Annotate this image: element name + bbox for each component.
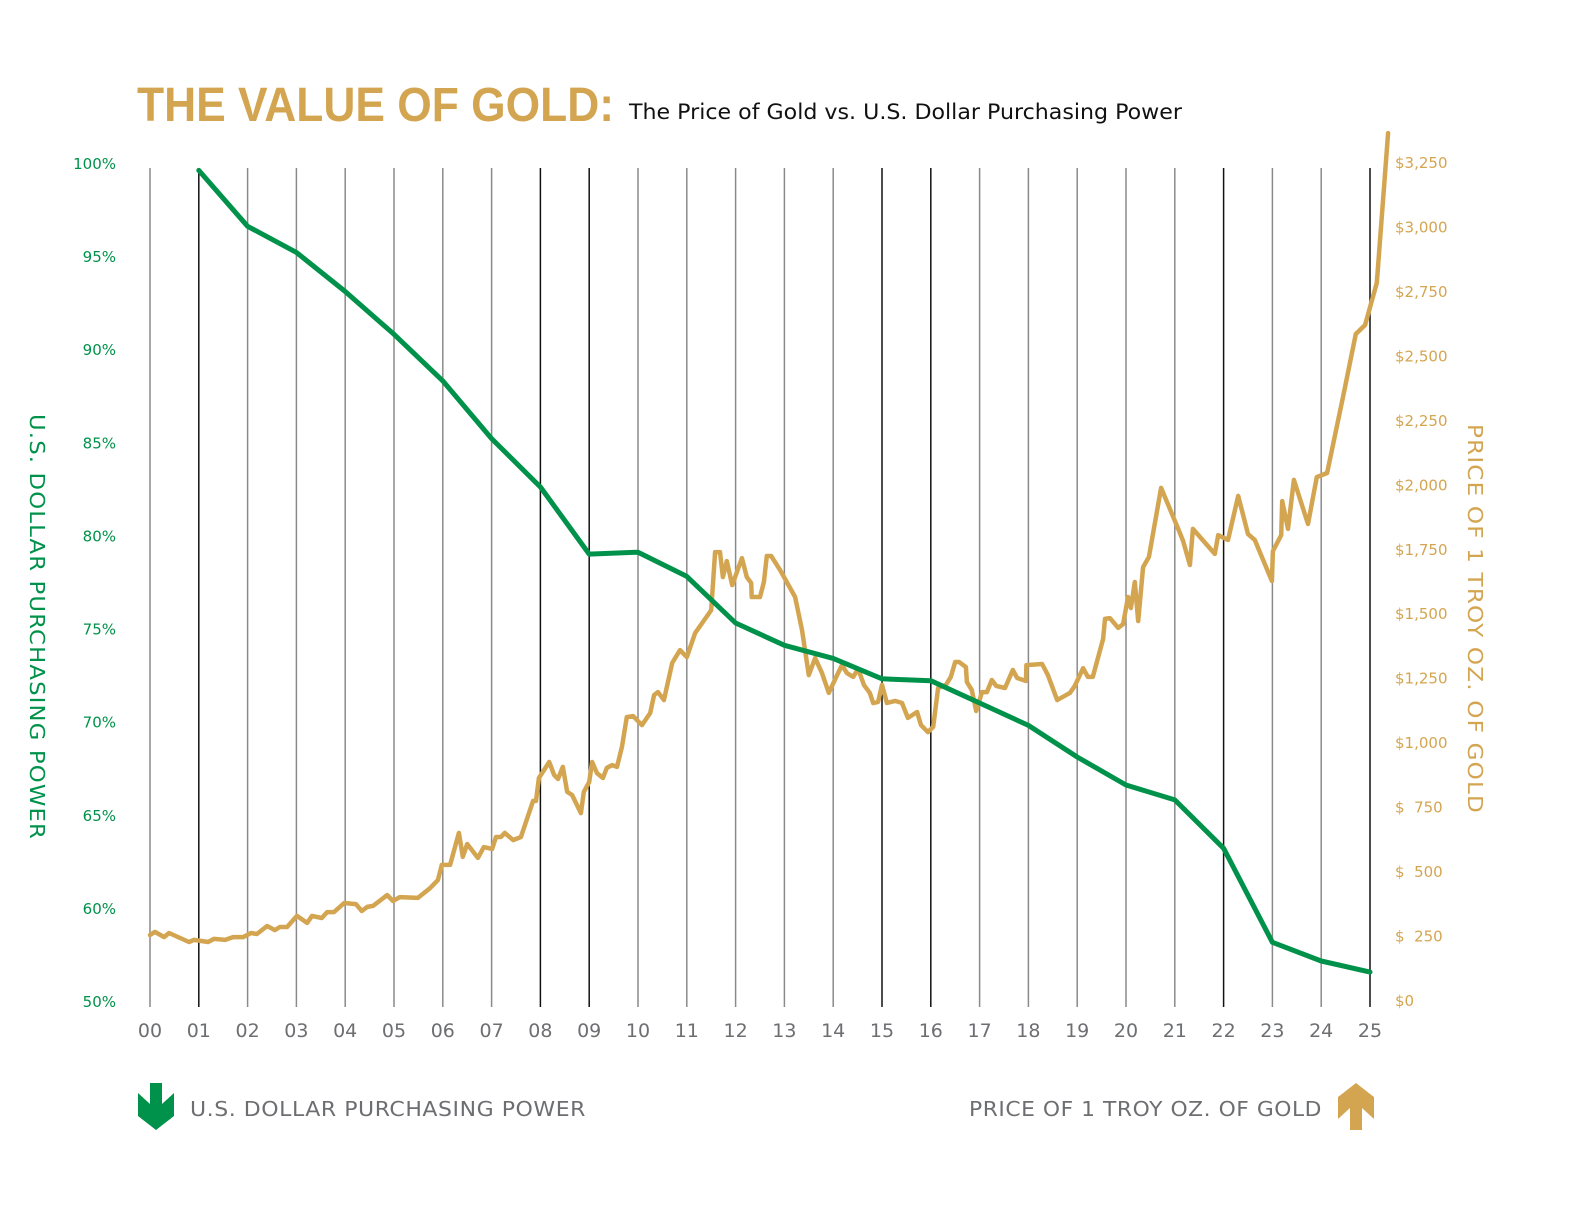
arrow-up-icon (1338, 1083, 1374, 1130)
x-tick-label: 12 (724, 1020, 748, 1042)
x-tick-label: 24 (1309, 1020, 1333, 1042)
right-tick-label: $3,000 (1395, 218, 1448, 236)
right-tick-label: $ 250 (1395, 928, 1443, 946)
left-tick-label: 90% (83, 341, 116, 359)
x-tick-label: 11 (675, 1020, 699, 1042)
chart-title: THE VALUE OF GOLD: (137, 79, 614, 132)
x-tick-label: 07 (480, 1020, 504, 1042)
left-tick-label: 60% (83, 900, 116, 918)
x-tick-label: 00 (138, 1020, 162, 1042)
right-tick-label: $1,000 (1395, 734, 1448, 752)
right-tick-label: $1,500 (1395, 605, 1448, 623)
left-tick-label: 100% (73, 155, 116, 173)
left-tick-label: 95% (83, 248, 116, 266)
x-tick-label: 19 (1065, 1020, 1089, 1042)
x-tick-label: 02 (236, 1020, 260, 1042)
right-tick-label: $2,500 (1395, 347, 1448, 365)
x-tick-label: 03 (284, 1020, 308, 1042)
x-tick-label: 08 (528, 1020, 552, 1042)
legend-label-dollar: U.S. DOLLAR PURCHASING POWER (190, 1097, 586, 1121)
left-tick-label: 75% (83, 621, 116, 639)
x-axis-tick-labels: 00 01 02 03 04 05 06 07 08 09 10 11 12 13 14 15 16 17 18 19… (138, 1020, 1382, 1042)
left-tick-label: 50% (83, 993, 116, 1011)
left-axis-tick-labels: 100% 95% 90% 85% 80% 75% 70% 65% 60% 50% (73, 155, 116, 1011)
x-tick-label: 10 (626, 1020, 650, 1042)
left-tick-label: 85% (83, 434, 116, 452)
x-tick-label: 01 (187, 1020, 211, 1042)
x-tick-label: 23 (1260, 1020, 1284, 1042)
x-tick-label: 16 (919, 1020, 943, 1042)
x-tick-label: 25 (1358, 1020, 1382, 1042)
legend-label-gold: PRICE OF 1 TROY OZ. OF GOLD (969, 1097, 1322, 1121)
x-tick-label: 04 (333, 1020, 357, 1042)
x-tick-label: 22 (1212, 1020, 1236, 1042)
right-tick-label: $2,250 (1395, 412, 1448, 430)
x-tick-label: 20 (1114, 1020, 1138, 1042)
x-tick-label: 09 (577, 1020, 601, 1042)
right-axis-label: PRICE OF 1 TROY OZ. OF GOLD (1463, 424, 1487, 814)
dollar-purchasing-power-line (196, 167, 1373, 975)
legend-right: PRICE OF 1 TROY OZ. OF GOLD (969, 1083, 1374, 1130)
left-axis-label: U.S. DOLLAR PURCHASING POWER (25, 414, 49, 840)
chart-subtitle: The Price of Gold vs. U.S. Dollar Purcha… (628, 100, 1182, 124)
series-lines (147, 130, 1391, 975)
arrow-down-icon (138, 1083, 174, 1130)
right-axis-tick-labels: $3,250 $3,000 $2,750 $2,500 $2,250 $2,000 $1,7… (1395, 154, 1448, 1010)
left-tick-label: 70% (83, 714, 116, 732)
x-tick-label: 15 (870, 1020, 894, 1042)
right-tick-label: $ 500 (1395, 863, 1443, 881)
right-tick-label: $2,000 (1395, 476, 1448, 494)
right-tick-label: $2,750 (1395, 283, 1448, 301)
gridlines (149, 168, 1371, 1007)
x-tick-label: 06 (431, 1020, 455, 1042)
x-tick-label: 13 (772, 1020, 796, 1042)
x-tick-label: 21 (1163, 1020, 1187, 1042)
legend-left: U.S. DOLLAR PURCHASING POWER (138, 1083, 586, 1130)
gold-price-line (147, 130, 1391, 945)
right-tick-label: $ 750 (1395, 799, 1443, 817)
right-tick-label: $1,750 (1395, 541, 1448, 559)
x-tick-label: 17 (968, 1020, 992, 1042)
x-tick-label: 14 (821, 1020, 845, 1042)
right-tick-label: $3,250 (1395, 154, 1448, 172)
x-tick-label: 18 (1016, 1020, 1040, 1042)
left-tick-label: 80% (83, 527, 116, 545)
right-tick-label: $1,250 (1395, 670, 1448, 688)
right-tick-label: $0 (1395, 992, 1414, 1010)
left-tick-label: 65% (83, 807, 116, 825)
x-tick-label: 05 (382, 1020, 406, 1042)
